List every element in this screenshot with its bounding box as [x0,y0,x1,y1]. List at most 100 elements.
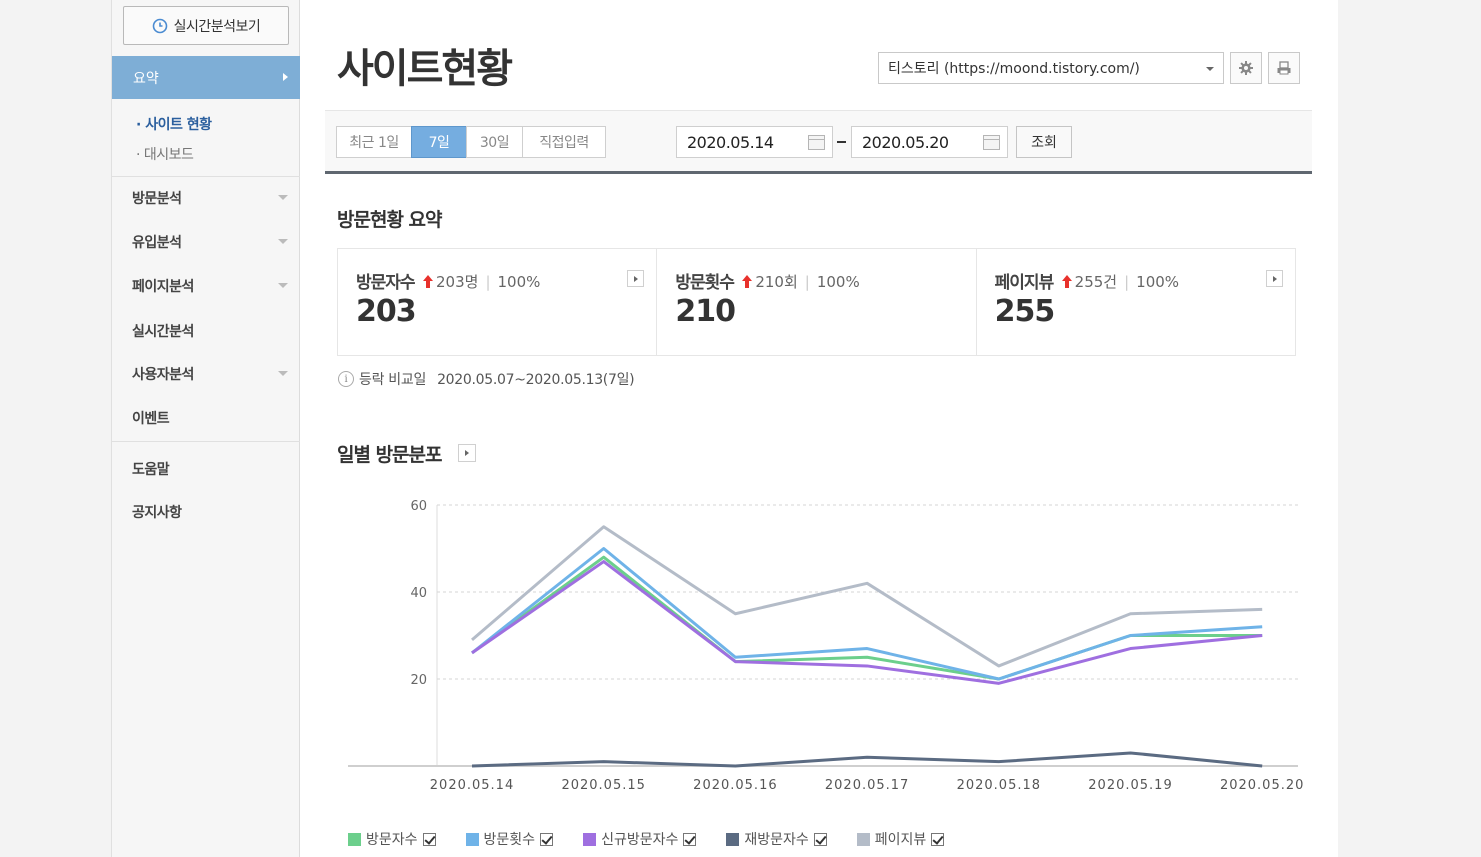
sidebar-item-realtime-analysis[interactable]: 실시간분석 [132,324,194,340]
x-tick-label: 2020.05.16 [693,778,777,793]
settings-button[interactable] [1230,52,1262,84]
realtime-analysis-button[interactable]: 실시간분석보기 [123,6,289,45]
print-button[interactable] [1268,52,1300,84]
legend-checkbox[interactable] [683,832,697,846]
legend-label: 재방문자수 [744,832,809,848]
legend-item[interactable]: 재방문자수 [726,829,827,849]
filter-bar: 최근 1일 7일 30일 직접입력 2020.05.14 2020.05.20 … [325,110,1312,174]
visitors-delta-value: 203명 [436,273,479,291]
main-content: 사이트현황 티스토리 (https://moond.tistory.com/) … [300,0,1338,857]
legend-swatch [856,832,870,846]
compare-label: 등락 비교일 [359,372,427,388]
visitors-label: 방문자수 [356,273,416,293]
sidebar-divider [112,441,300,442]
visits-delta: 210회 | 100% [742,271,860,292]
search-button[interactable]: 조회 [1016,126,1072,158]
period-1day-button[interactable]: 최근 1일 [336,126,412,158]
legend-item[interactable]: 방문횟수 [465,829,554,849]
y-tick-label: 40 [410,586,427,601]
calendar-icon[interactable] [983,135,1000,150]
start-date-input[interactable]: 2020.05.14 [676,126,833,158]
sidebar-item-summary[interactable]: 요약 [112,56,300,99]
legend-swatch [726,832,740,846]
y-tick-label: 60 [410,499,427,514]
sidebar-item-inflow-analysis[interactable]: 유입분석 [132,235,182,251]
arrow-up-icon [742,275,753,288]
x-tick-label: 2020.05.14 [430,778,514,793]
sidebar-item-visit-analysis[interactable]: 방문분석 [132,191,182,207]
summary-cards: 방문자수 203명 | 100% 203 방문횟수 210회 | 100% 21… [337,248,1296,356]
legend-label: 방문자수 [366,832,418,848]
legend-checkbox[interactable] [540,832,554,846]
period-tabs: 최근 1일 7일 30일 직접입력 [336,126,606,158]
sidebar-item-summary-label: 요약 [133,70,159,87]
legend-label: 방문횟수 [483,832,536,848]
x-tick-label: 2020.05.18 [957,778,1041,793]
sidebar-item-help[interactable]: 도움말 [132,462,170,478]
legend-swatch [465,832,479,846]
period-custom-button[interactable]: 직접입력 [522,126,606,158]
series-line-2 [471,547,1263,681]
visits-value: 210 [675,294,736,329]
sidebar-subitem-site-status[interactable]: · 사이트 현황 [136,117,212,133]
end-date-input[interactable]: 2020.05.20 [851,126,1008,158]
arrow-up-icon [423,275,433,288]
chevron-down-icon [278,239,288,244]
period-30day-button[interactable]: 30일 [466,126,523,158]
legend-item[interactable]: 방문자수 [348,829,436,849]
series-line-5 [471,525,1263,668]
chevron-down-icon [278,371,288,376]
chevron-down-icon [1206,67,1214,71]
clock-icon [152,18,167,33]
series-line-3 [471,560,1263,685]
visitors-more-button[interactable] [627,270,645,287]
sidebar-subitem-dashboard[interactable]: · 대시보드 [136,147,194,163]
pageviews-label: 페이지뷰 [994,273,1055,293]
sidebar: 실시간분석보기 요약 · 사이트 현황 · 대시보드 방문분석 유입분석 페이지… [111,0,300,857]
start-date-value: 2020.05.14 [687,132,774,152]
x-tick-label: 2020.05.20 [1220,778,1304,793]
daily-visit-chart: 20 40 60 2020.05.14 2020.05.15 2020.05.16 2020… [348,499,1304,793]
date-range-separator [837,141,846,143]
visits-delta-value: 210회 [755,273,798,291]
calendar-icon[interactable] [808,135,825,150]
x-tick-label: 2020.05.17 [825,778,909,793]
y-tick-label: 20 [410,673,427,688]
chevron-right-icon [283,73,288,81]
sidebar-item-page-analysis[interactable]: 페이지분석 [132,279,194,295]
pageviews-delta-pct: 100% [1136,272,1180,291]
info-icon: i [338,371,354,387]
sidebar-item-user-analysis[interactable]: 사용자분석 [132,367,194,383]
x-tick-label: 2020.05.15 [561,778,645,793]
visitors-value: 203 [356,294,417,329]
visits-card: 방문횟수 210회 | 100% 210 [657,249,977,355]
legend-checkbox[interactable] [931,832,945,846]
visits-delta-pct: 100% [816,272,860,291]
sidebar-item-event[interactable]: 이벤트 [132,411,170,427]
daily-more-button[interactable] [458,444,476,462]
visits-label: 방문횟수 [675,273,735,293]
page-title: 사이트현황 [337,46,513,92]
compare-range: 2020.05.07~2020.05.13(7일) [437,372,635,388]
legend-checkbox[interactable] [813,832,827,846]
legend-checkbox[interactable] [422,832,436,846]
period-7day-button[interactable]: 7일 [411,126,467,158]
pageviews-value: 255 [994,294,1056,329]
legend-item[interactable]: 신규방문자수 [583,829,697,849]
legend-swatch [348,832,361,846]
pageviews-more-button[interactable] [1265,270,1283,287]
series-line-4 [471,751,1263,768]
realtime-analysis-label: 실시간분석보기 [173,18,261,35]
pageviews-delta: 255건 | 100% [1061,271,1180,292]
legend-swatch [583,832,597,846]
sidebar-item-notice[interactable]: 공지사항 [132,505,182,521]
legend-item[interactable]: 페이지뷰 [856,829,945,849]
chart-legend: 방문자수 방문횟수 신규방문자수 재방문자수 페이지뷰 [348,829,974,849]
sidebar-divider [112,176,300,177]
visitors-card: 방문자수 203명 | 100% 203 [338,249,658,355]
visitors-delta: 203명 | 100% [423,271,540,292]
chevron-down-icon [278,195,288,200]
site-select[interactable]: 티스토리 (https://moond.tistory.com/) [878,52,1224,84]
summary-title: 방문현황 요약 [337,209,442,231]
site-select-value: 티스토리 (https://moond.tistory.com/) [888,61,1140,77]
